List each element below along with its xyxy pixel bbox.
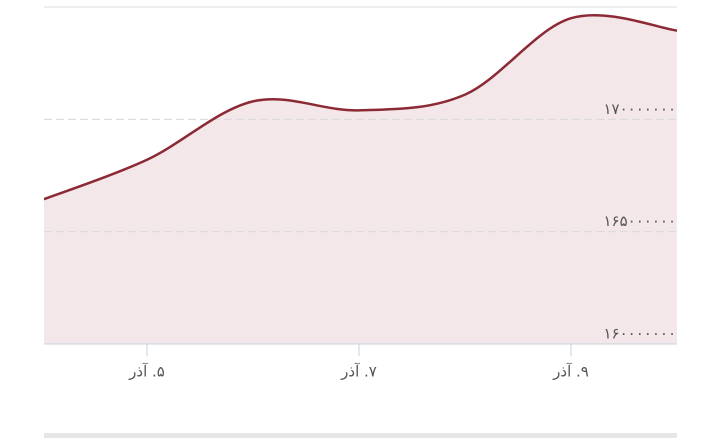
x-tick-label: ۹. آذر bbox=[552, 363, 589, 381]
scrollbar bbox=[44, 433, 677, 438]
line bbox=[44, 13, 677, 201]
y-tick-label: ۱۶۰۰۰۰۰۰۰ bbox=[603, 325, 676, 343]
area bbox=[44, 15, 677, 344]
y-tick-label: ۱۷۰۰۰۰۰۰۰ bbox=[603, 100, 676, 118]
x-tick-label: ۷. آذر bbox=[340, 363, 377, 381]
y-tick-label: ۱۶۵۰۰۰۰۰۰ bbox=[603, 212, 676, 230]
x-tick-label: ۵. آذر bbox=[128, 363, 165, 381]
